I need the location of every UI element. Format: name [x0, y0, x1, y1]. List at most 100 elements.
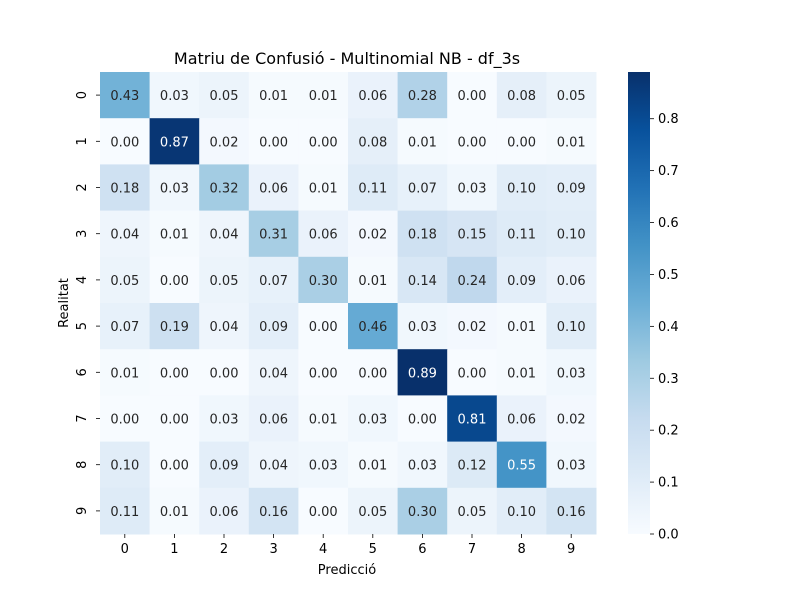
cell-value-label: 0.00 [110, 413, 139, 428]
cell-value-label: 0.10 [557, 320, 586, 335]
heatmap-cell [397, 441, 448, 489]
heatmap-cell [546, 395, 597, 443]
cell-value-label: 0.11 [507, 228, 536, 243]
heatmap-cell [447, 349, 498, 396]
heatmap-cells [100, 72, 597, 535]
heatmap-cell [546, 210, 597, 258]
heatmap-cell [248, 441, 299, 489]
cell-value-label: 0.02 [210, 135, 239, 150]
cell-value-label: 0.10 [507, 505, 536, 520]
cell-value-label: 0.00 [160, 274, 189, 289]
colorbar-tick-label: 0.3 [658, 372, 679, 387]
cell-value-label: 0.16 [557, 505, 586, 520]
cell-value-label: 0.24 [458, 274, 487, 289]
cell-value-label: 0.00 [309, 366, 338, 381]
heatmap-cell [199, 303, 250, 350]
heatmap-cell [149, 72, 200, 119]
cell-value-label: 0.01 [358, 274, 387, 289]
cell-value-label: 0.01 [259, 89, 288, 104]
heatmap-cell [298, 118, 349, 165]
cell-value-label: 0.05 [557, 89, 586, 104]
cell-value-label: 0.01 [507, 366, 536, 381]
heatmap-cell [447, 164, 498, 212]
heatmap-cell [100, 303, 151, 350]
cell-value-label: 0.05 [210, 89, 239, 104]
heatmap-cell [149, 349, 200, 396]
cell-value-label: 0.03 [309, 459, 338, 474]
heatmap-cell [199, 487, 250, 535]
heatmap-cell [149, 210, 200, 258]
y-tick-label: 6 [75, 368, 90, 376]
cell-value-label: 0.00 [458, 89, 487, 104]
heatmap-cell [100, 256, 151, 304]
x-tick-label: 5 [369, 542, 377, 557]
heatmap-cell [496, 164, 547, 212]
cell-value-label: 0.43 [110, 89, 139, 104]
cell-value-label: 0.01 [160, 228, 189, 243]
heatmap-cell [199, 118, 250, 165]
cell-value-label: 0.81 [458, 413, 487, 428]
cell-value-label: 0.46 [358, 320, 387, 335]
cell-value-label: 0.15 [458, 228, 487, 243]
y-tick-label: 7 [75, 414, 90, 422]
heatmap-cell [546, 303, 597, 350]
heatmap-cell [149, 441, 200, 489]
heatmap-cell [397, 487, 448, 535]
y-axis-label: Realitat [57, 278, 72, 328]
heatmap-cell [248, 256, 299, 304]
heatmap-cell [348, 72, 399, 119]
heatmap-cell [298, 72, 349, 119]
cell-value-label: 0.04 [110, 228, 139, 243]
cell-value-label: 0.03 [408, 320, 437, 335]
x-tick-label: 6 [418, 542, 426, 557]
heatmap-cell [546, 487, 597, 535]
cell-value-label: 0.05 [358, 505, 387, 520]
cell-value-label: 0.04 [259, 459, 288, 474]
heatmap-cell [149, 118, 200, 165]
x-tick-label: 3 [269, 542, 277, 557]
heatmap-cell [496, 487, 547, 535]
x-tick-label: 0 [121, 542, 129, 557]
cell-value-label: 0.03 [408, 459, 437, 474]
y-tick-label: 3 [75, 230, 90, 238]
cell-value-label: 0.08 [507, 89, 536, 104]
heatmap-cell [298, 349, 349, 396]
heatmap-cell [447, 303, 498, 350]
heatmap-cell [348, 487, 399, 535]
heatmap-cell [348, 349, 399, 396]
heatmap-cell [447, 256, 498, 304]
heatmap-cell [348, 118, 399, 165]
heatmap-cell [298, 164, 349, 212]
heatmap-cell [348, 303, 399, 350]
cell-value-label: 0.10 [110, 459, 139, 474]
heatmap-cell [298, 441, 349, 489]
heatmap-cell [397, 72, 448, 119]
y-axis: 0 1 2 3 4 5 6 7 8 9 [75, 91, 100, 515]
cell-value-label: 0.05 [458, 505, 487, 520]
cell-value-label: 0.07 [259, 274, 288, 289]
cell-value-label: 0.06 [557, 274, 586, 289]
cell-value-label: 0.14 [408, 274, 437, 289]
cell-value-label: 0.09 [210, 459, 239, 474]
heatmap-cell [348, 441, 399, 489]
y-tick-label: 8 [75, 461, 90, 469]
heatmap-cell [348, 395, 399, 443]
cell-value-label: 0.09 [507, 274, 536, 289]
heatmap-cell [546, 118, 597, 165]
cell-value-label: 0.11 [110, 505, 139, 520]
cell-value-label: 0.01 [309, 413, 338, 428]
cell-value-label: 0.00 [458, 135, 487, 150]
cell-value-label: 0.00 [160, 413, 189, 428]
cell-value-label: 0.06 [259, 182, 288, 197]
cell-value-label: 0.00 [210, 366, 239, 381]
cell-value-label: 0.11 [358, 182, 387, 197]
heatmap-cell [248, 487, 299, 535]
chart-title: Matriu de Confusió - Multinomial NB - df… [174, 49, 520, 69]
heatmap-cell [397, 210, 448, 258]
y-tick-label: 4 [75, 276, 90, 284]
heatmap-cell [447, 441, 498, 489]
heatmap-cell [496, 395, 547, 443]
cell-value-label: 0.00 [358, 366, 387, 381]
cell-value-label: 0.02 [557, 413, 586, 428]
cell-value-label: 0.07 [408, 182, 437, 197]
